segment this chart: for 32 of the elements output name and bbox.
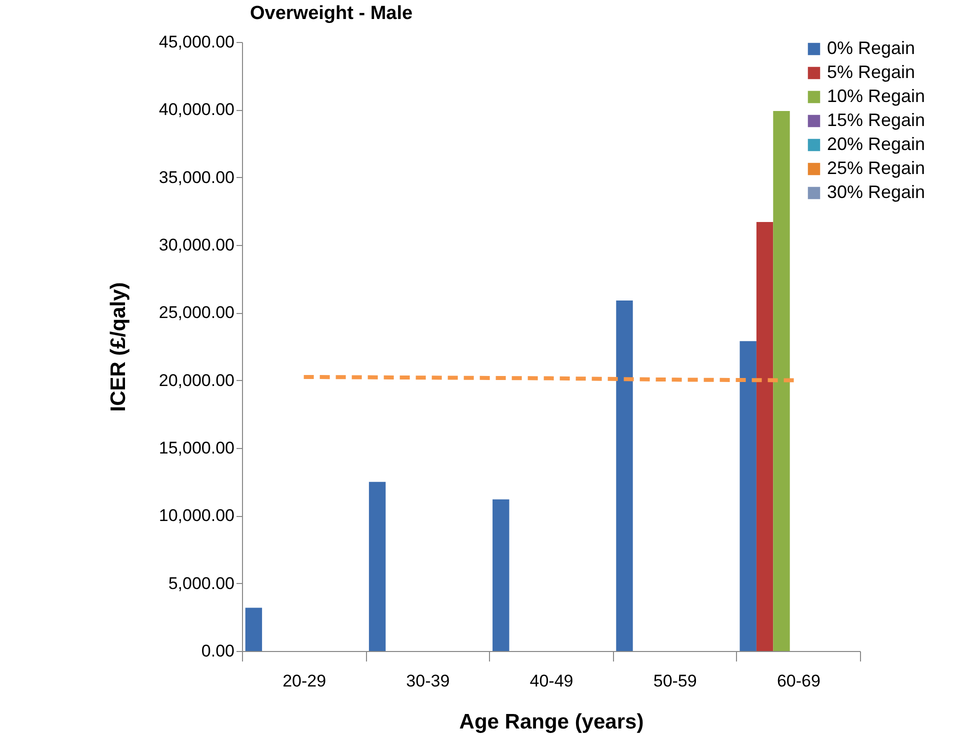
y-tick-label: 30,000.00: [158, 236, 234, 254]
legend-label: 15% Regain: [827, 110, 926, 130]
y-tick-label: 20,000.00: [158, 370, 234, 390]
y-tick-label: 40,000.00: [158, 100, 234, 120]
bar: [245, 608, 262, 651]
legend-label: 20% Regain: [827, 134, 926, 154]
bar: [740, 341, 756, 651]
x-axis-title: Age Range (years): [459, 710, 644, 734]
y-axis-title: ICER (£/qaly): [106, 282, 130, 412]
x-tick-label: 60-69: [776, 672, 820, 690]
chart-title: Overweight - Male: [250, 3, 413, 24]
x-tick-label: 30-39: [406, 672, 450, 690]
x-tick-label: 20-29: [282, 672, 326, 690]
legend-label: 10% Regain: [827, 86, 926, 106]
bar: [616, 300, 633, 651]
legend-label: 25% Regain: [827, 158, 926, 178]
y-tick-label: 5,000.00: [168, 574, 234, 593]
y-tick-label: 35,000.00: [158, 168, 234, 187]
y-tick-label: 0.00: [201, 642, 234, 660]
x-tick-label: 50-59: [653, 672, 697, 690]
legend-label: 5% Regain: [827, 62, 916, 82]
y-tick-label: 25,000.00: [158, 303, 234, 322]
bar: [492, 499, 510, 651]
bar: [756, 222, 774, 651]
x-tick-label: 40-49: [530, 672, 574, 690]
bar: [773, 111, 790, 651]
y-tick-label: 10,000.00: [158, 506, 234, 526]
legend-label: 0% Regain: [827, 38, 916, 58]
y-tick-label: 15,000.00: [158, 438, 234, 458]
bar: [368, 482, 386, 651]
legend-label: 30% Regain: [827, 182, 926, 202]
y-tick-label: 45,000.00: [158, 32, 234, 52]
